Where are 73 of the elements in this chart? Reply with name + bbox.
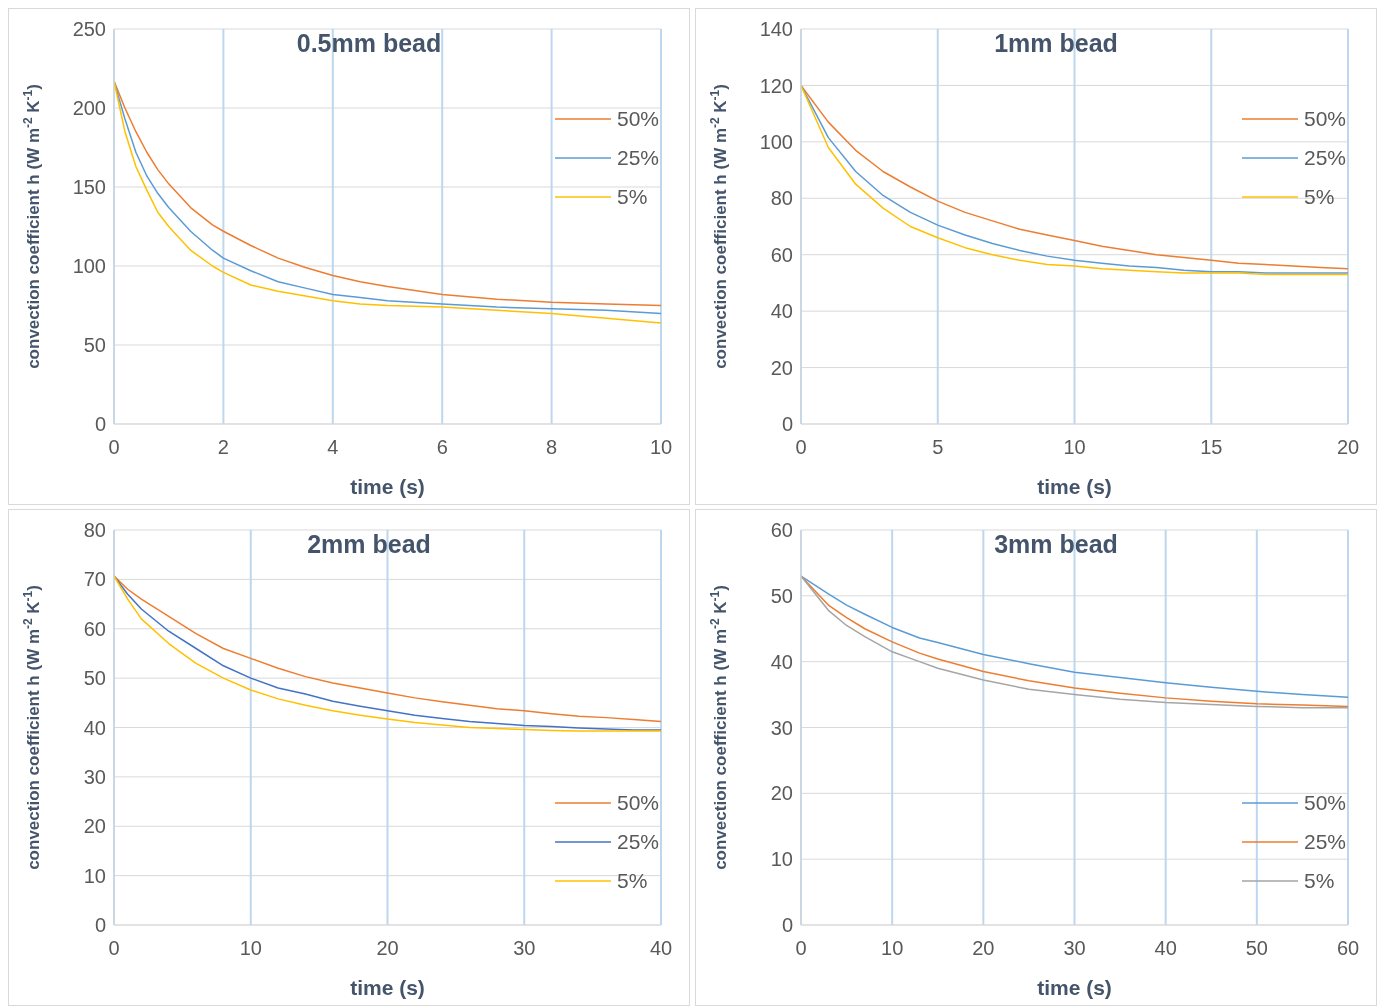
y-tick-label: 250 [72, 18, 106, 41]
chart-title: 0.5mm bead [296, 29, 442, 57]
x-tick-label: 50 [1245, 937, 1268, 960]
x-tick-label: 0 [108, 436, 120, 459]
x-tick-label: 10 [881, 937, 904, 960]
y-tick-label: 100 [72, 255, 106, 278]
legend-label: 25% [616, 829, 659, 854]
y-tick-label: 30 [770, 716, 793, 739]
y-tick-label: 40 [770, 300, 793, 323]
y-tick-label: 20 [83, 815, 106, 838]
x-tick-label: 20 [972, 937, 995, 960]
x-tick-label: 8 [546, 436, 558, 459]
y-tick-label: 20 [770, 356, 793, 379]
y-tick-label: 40 [770, 650, 793, 673]
y-tick-label: 60 [83, 617, 106, 640]
x-tick-label: 6 [436, 436, 448, 459]
y-tick-label: 80 [770, 187, 793, 210]
legend-label: 5% [616, 868, 648, 893]
legend-label: 50% [1303, 106, 1346, 131]
y-tick-label: 140 [759, 18, 793, 41]
x-axis-title: time (s) [1037, 976, 1112, 999]
chart-title: 1mm bead [994, 29, 1118, 57]
legend-label: 5% [1303, 184, 1335, 209]
legend-label: 25% [616, 145, 659, 170]
x-axis-title: time (s) [350, 475, 425, 498]
x-tick-label: 2 [217, 436, 229, 459]
y-tick-label: 200 [72, 97, 106, 120]
x-tick-label: 0 [108, 937, 120, 960]
x-tick-label: 15 [1200, 436, 1223, 459]
x-tick-label: 10 [649, 436, 673, 459]
y-tick-label: 10 [83, 864, 106, 887]
y-tick-label: 40 [83, 716, 106, 739]
x-tick-label: 40 [1154, 937, 1177, 960]
chart-title: 3mm bead [994, 530, 1118, 558]
y-tick-label: 80 [83, 519, 106, 542]
x-tick-label: 0 [795, 937, 807, 960]
y-tick-label: 20 [770, 782, 793, 805]
y-tick-label: 70 [83, 568, 106, 591]
x-tick-label: 20 [376, 937, 399, 960]
x-axis-title: time (s) [350, 976, 425, 999]
y-tick-label: 10 [770, 848, 793, 871]
x-tick-label: 30 [1063, 937, 1086, 960]
y-tick-label: 60 [770, 243, 793, 266]
x-tick-label: 20 [1336, 436, 1360, 459]
y-tick-label: 100 [759, 130, 793, 153]
legend-label: 25% [1303, 145, 1346, 170]
x-tick-label: 30 [513, 937, 536, 960]
legend-label: 5% [1303, 868, 1335, 893]
legend-label: 50% [616, 106, 659, 131]
y-tick-label: 120 [759, 74, 793, 97]
y-tick-label: 150 [72, 176, 106, 199]
y-tick-label: 50 [83, 334, 106, 357]
legend-label: 25% [1303, 829, 1346, 854]
x-tick-label: 10 [239, 937, 262, 960]
x-tick-label: 60 [1336, 937, 1360, 960]
y-tick-label: 0 [781, 914, 793, 937]
y-tick-label: 50 [770, 584, 793, 607]
x-tick-label: 10 [1063, 436, 1086, 459]
y-tick-label: 0 [94, 413, 106, 436]
x-tick-label: 0 [795, 436, 807, 459]
x-tick-label: 40 [649, 937, 673, 960]
y-tick-label: 0 [781, 413, 793, 436]
chart-title: 2mm bead [307, 530, 431, 558]
x-tick-label: 5 [932, 436, 944, 459]
x-tick-label: 4 [327, 436, 339, 459]
x-axis-title: time (s) [1037, 475, 1112, 498]
y-tick-label: 0 [94, 914, 106, 937]
y-tick-label: 30 [83, 765, 106, 788]
legend-label: 5% [616, 184, 648, 209]
y-tick-label: 60 [770, 519, 793, 542]
legend-label: 50% [616, 790, 659, 815]
legend-label: 50% [1303, 790, 1346, 815]
y-tick-label: 50 [83, 667, 106, 690]
